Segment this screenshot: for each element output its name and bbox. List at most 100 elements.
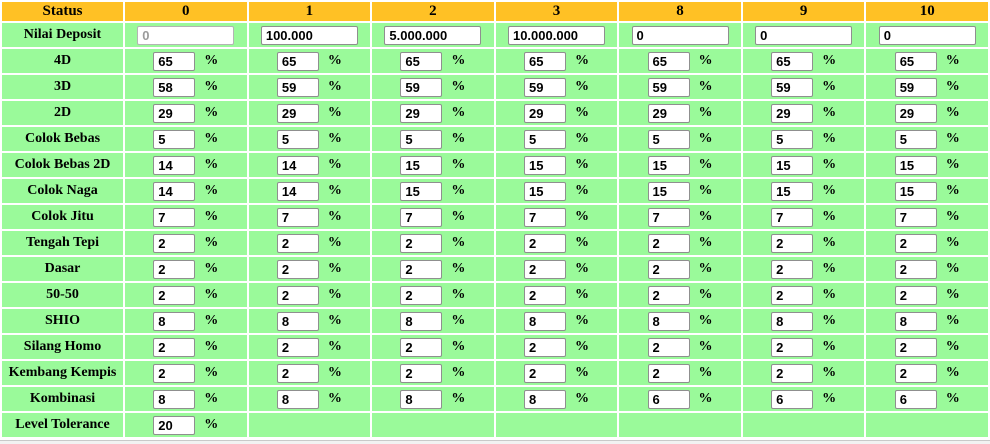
percent-input-colok-bebas-2d-col-1[interactable] xyxy=(276,155,319,175)
percent-input-shio-col-0[interactable] xyxy=(153,311,196,331)
percent-input-colok-bebas-col-0[interactable] xyxy=(153,129,196,149)
percent-input-dasar-col-0[interactable] xyxy=(153,259,196,279)
percent-input-50-50-col-9[interactable] xyxy=(771,285,814,305)
percent-input-colok-naga-col-0[interactable] xyxy=(153,181,196,201)
percent-input-kembang-kempis-col-8[interactable] xyxy=(647,363,690,383)
deposit-input-col-2[interactable] xyxy=(384,25,482,45)
percent-input-kombinasi-col-0[interactable] xyxy=(153,389,196,409)
percent-input-tengah-tepi-col-2[interactable] xyxy=(400,233,443,253)
percent-input-dasar-col-10[interactable] xyxy=(894,259,937,279)
percent-input-kembang-kempis-col-3[interactable] xyxy=(523,363,566,383)
percent-input-kombinasi-col-3[interactable] xyxy=(523,389,566,409)
percent-input-colok-bebas-2d-col-9[interactable] xyxy=(771,155,814,175)
percent-input-2d-col-0[interactable] xyxy=(153,103,196,123)
percent-input-50-50-col-8[interactable] xyxy=(647,285,690,305)
percent-input-3d-col-2[interactable] xyxy=(400,77,443,97)
percent-input-50-50-col-3[interactable] xyxy=(523,285,566,305)
percent-input-50-50-col-2[interactable] xyxy=(400,285,443,305)
percent-input-colok-bebas-2d-col-0[interactable] xyxy=(153,155,196,175)
percent-input-3d-col-1[interactable] xyxy=(276,77,319,97)
percent-input-dasar-col-2[interactable] xyxy=(400,259,443,279)
percent-input-50-50-col-1[interactable] xyxy=(276,285,319,305)
percent-input-kombinasi-col-9[interactable] xyxy=(771,389,814,409)
percent-input-level-tolerance-col-0[interactable] xyxy=(153,415,196,435)
percent-input-colok-bebas-col-1[interactable] xyxy=(276,129,319,149)
percent-input-silang-homo-col-0[interactable] xyxy=(153,337,196,357)
percent-input-kembang-kempis-col-2[interactable] xyxy=(400,363,443,383)
percent-input-3d-col-9[interactable] xyxy=(771,77,814,97)
deposit-input-col-10[interactable] xyxy=(878,25,976,45)
percent-input-colok-bebas-col-3[interactable] xyxy=(523,129,566,149)
percent-input-tengah-tepi-col-8[interactable] xyxy=(647,233,690,253)
percent-input-colok-bebas-col-2[interactable] xyxy=(400,129,443,149)
percent-input-shio-col-2[interactable] xyxy=(400,311,443,331)
percent-input-colok-naga-col-8[interactable] xyxy=(647,181,690,201)
percent-input-colok-bebas-2d-col-10[interactable] xyxy=(894,155,937,175)
percent-input-dasar-col-3[interactable] xyxy=(523,259,566,279)
percent-input-2d-col-2[interactable] xyxy=(400,103,443,123)
percent-input-4d-col-3[interactable] xyxy=(523,51,566,71)
percent-input-colok-jitu-col-1[interactable] xyxy=(276,207,319,227)
deposit-input-col-8[interactable] xyxy=(631,25,729,45)
percent-input-colok-naga-col-2[interactable] xyxy=(400,181,443,201)
percent-input-2d-col-10[interactable] xyxy=(894,103,937,123)
percent-input-2d-col-9[interactable] xyxy=(771,103,814,123)
percent-input-kembang-kempis-col-0[interactable] xyxy=(153,363,196,383)
percent-input-4d-col-9[interactable] xyxy=(771,51,814,71)
percent-input-kombinasi-col-10[interactable] xyxy=(894,389,937,409)
percent-input-tengah-tepi-col-10[interactable] xyxy=(894,233,937,253)
percent-input-tengah-tepi-col-9[interactable] xyxy=(771,233,814,253)
percent-input-2d-col-1[interactable] xyxy=(276,103,319,123)
percent-input-colok-naga-col-3[interactable] xyxy=(523,181,566,201)
percent-input-shio-col-10[interactable] xyxy=(894,311,937,331)
percent-input-50-50-col-0[interactable] xyxy=(153,285,196,305)
percent-input-colok-jitu-col-3[interactable] xyxy=(523,207,566,227)
percent-input-shio-col-9[interactable] xyxy=(771,311,814,331)
percent-input-colok-bebas-2d-col-2[interactable] xyxy=(400,155,443,175)
percent-input-dasar-col-8[interactable] xyxy=(647,259,690,279)
percent-input-4d-col-10[interactable] xyxy=(894,51,937,71)
percent-input-2d-col-8[interactable] xyxy=(647,103,690,123)
deposit-input-col-1[interactable] xyxy=(260,25,358,45)
percent-input-kombinasi-col-8[interactable] xyxy=(647,389,690,409)
percent-input-tengah-tepi-col-3[interactable] xyxy=(523,233,566,253)
percent-input-silang-homo-col-1[interactable] xyxy=(276,337,319,357)
percent-input-4d-col-8[interactable] xyxy=(647,51,690,71)
percent-input-colok-jitu-col-9[interactable] xyxy=(771,207,814,227)
deposit-input-col-3[interactable] xyxy=(507,25,605,45)
percent-input-colok-bebas-2d-col-8[interactable] xyxy=(647,155,690,175)
percent-input-colok-naga-col-9[interactable] xyxy=(771,181,814,201)
percent-input-3d-col-10[interactable] xyxy=(894,77,937,97)
percent-input-colok-bebas-col-8[interactable] xyxy=(647,129,690,149)
percent-input-kembang-kempis-col-10[interactable] xyxy=(894,363,937,383)
percent-input-tengah-tepi-col-1[interactable] xyxy=(276,233,319,253)
percent-input-colok-bebas-col-10[interactable] xyxy=(894,129,937,149)
percent-input-silang-homo-col-9[interactable] xyxy=(771,337,814,357)
percent-input-kombinasi-col-1[interactable] xyxy=(276,389,319,409)
percent-input-silang-homo-col-8[interactable] xyxy=(647,337,690,357)
percent-input-3d-col-0[interactable] xyxy=(153,77,196,97)
percent-input-colok-bebas-2d-col-3[interactable] xyxy=(523,155,566,175)
deposit-input-col-9[interactable] xyxy=(755,25,853,45)
percent-input-silang-homo-col-10[interactable] xyxy=(894,337,937,357)
percent-input-silang-homo-col-3[interactable] xyxy=(523,337,566,357)
percent-input-kombinasi-col-2[interactable] xyxy=(400,389,443,409)
percent-input-3d-col-8[interactable] xyxy=(647,77,690,97)
percent-input-shio-col-8[interactable] xyxy=(647,311,690,331)
percent-input-colok-bebas-col-9[interactable] xyxy=(771,129,814,149)
percent-input-4d-col-0[interactable] xyxy=(153,51,196,71)
percent-input-colok-jitu-col-0[interactable] xyxy=(153,207,196,227)
percent-input-colok-jitu-col-10[interactable] xyxy=(894,207,937,227)
percent-input-silang-homo-col-2[interactable] xyxy=(400,337,443,357)
percent-input-colok-jitu-col-8[interactable] xyxy=(647,207,690,227)
percent-input-dasar-col-1[interactable] xyxy=(276,259,319,279)
percent-input-dasar-col-9[interactable] xyxy=(771,259,814,279)
percent-input-colok-jitu-col-2[interactable] xyxy=(400,207,443,227)
percent-input-2d-col-3[interactable] xyxy=(523,103,566,123)
percent-input-colok-naga-col-1[interactable] xyxy=(276,181,319,201)
percent-input-kembang-kempis-col-1[interactable] xyxy=(276,363,319,383)
percent-input-tengah-tepi-col-0[interactable] xyxy=(153,233,196,253)
percent-input-50-50-col-10[interactable] xyxy=(894,285,937,305)
percent-input-kembang-kempis-col-9[interactable] xyxy=(771,363,814,383)
percent-input-shio-col-1[interactable] xyxy=(276,311,319,331)
